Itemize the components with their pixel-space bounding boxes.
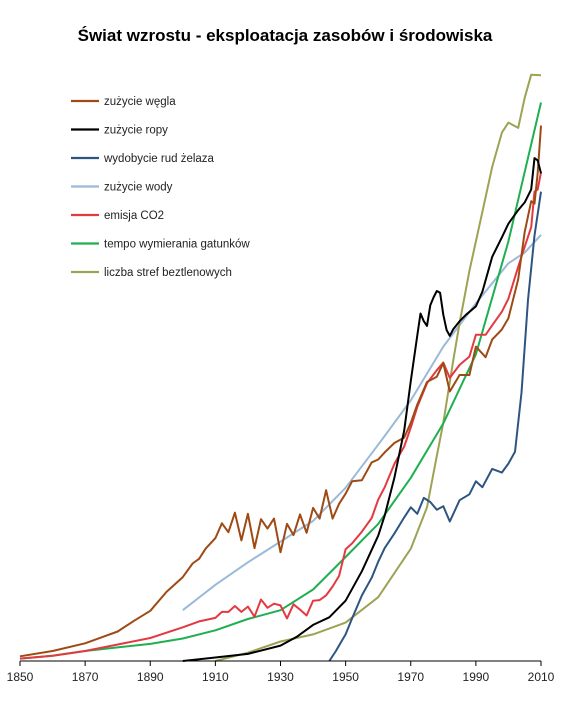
legend-label: tempo wymierania gatunków bbox=[104, 239, 250, 251]
series-line-2 bbox=[328, 191, 542, 662]
x-tick-label: 1870 bbox=[72, 670, 99, 684]
legend-label: wydobycie rud żelaza bbox=[103, 153, 215, 165]
x-tick-label: 1970 bbox=[397, 670, 424, 684]
series-line-6 bbox=[215, 73, 542, 662]
legend-item: zużycie ropy bbox=[71, 125, 168, 137]
series-line-4 bbox=[19, 172, 542, 660]
series-line-5 bbox=[19, 102, 542, 660]
x-ticks: 1850 1870 1890 1910 1930 1950 1970 1990 2010 bbox=[7, 661, 555, 684]
legend-item: zużycie wody bbox=[71, 182, 173, 194]
legend-label: zużycie ropy bbox=[104, 125, 168, 137]
legend-item: emisja CO2 bbox=[71, 210, 164, 222]
series-line-3 bbox=[182, 234, 542, 611]
x-tick-label: 1990 bbox=[463, 670, 490, 684]
x-tick-label: 1910 bbox=[202, 670, 229, 684]
x-tick-label: 1950 bbox=[332, 670, 359, 684]
legend-label: zużycie węgla bbox=[104, 96, 176, 108]
x-tick-label: 1890 bbox=[137, 670, 164, 684]
series-line-1 bbox=[182, 157, 542, 662]
x-tick-label: 1930 bbox=[267, 670, 294, 684]
legend-label: liczba stref beztlenowych bbox=[104, 267, 232, 279]
x-tick-label: 2010 bbox=[528, 670, 555, 684]
series-line-0 bbox=[19, 125, 542, 658]
legend-item: tempo wymierania gatunków bbox=[71, 239, 250, 251]
legend-item: zużycie węgla bbox=[71, 96, 176, 108]
series-layer bbox=[19, 73, 542, 662]
legend-label: zużycie wody bbox=[104, 182, 173, 194]
legend: zużycie węgla zużycie ropy wydobycie rud ż… bbox=[71, 96, 250, 279]
chart-title: Świat wzrostu - eksploatacja zasobów i ś… bbox=[77, 26, 493, 45]
legend-label: emisja CO2 bbox=[104, 210, 164, 222]
x-tick-label: 1850 bbox=[7, 670, 34, 684]
legend-item: liczba stref beztlenowych bbox=[71, 267, 232, 279]
legend-item: wydobycie rud żelaza bbox=[71, 153, 215, 165]
